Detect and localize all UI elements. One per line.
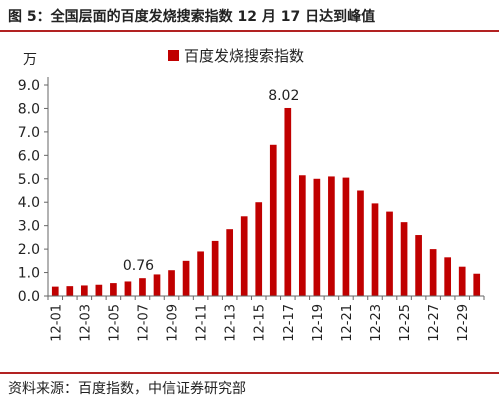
x-tick-label: 12-27	[427, 304, 442, 342]
bar-12-11	[197, 251, 204, 296]
bar-12-18	[298, 175, 306, 296]
source-rule	[0, 372, 499, 374]
bar-12-12	[211, 240, 219, 296]
y-tick-label: 1.0	[18, 266, 40, 282]
bar-12-09	[168, 270, 175, 296]
bar-12-05	[110, 283, 117, 296]
bar-12-27	[429, 249, 437, 296]
y-axis-unit-label: 万	[23, 52, 37, 68]
bar-12-26	[415, 235, 422, 296]
y-tick-label: 3.0	[18, 219, 40, 235]
bar-12-25	[400, 222, 408, 296]
bar-12-02	[66, 286, 74, 296]
y-tick-label: 4.0	[18, 195, 40, 211]
x-tick-label: 12-13	[224, 304, 239, 342]
y-axis: 0.0 1.0 2.0 3.0 4.0 5.0 6.0 7.0 8.0 9.0	[18, 77, 49, 305]
x-tick-label: 12-15	[253, 304, 268, 342]
bar-12-22	[357, 190, 364, 296]
data-label: 8.02	[268, 88, 299, 104]
bar-12-24	[386, 211, 393, 296]
y-tick-label: 9.0	[18, 78, 40, 94]
bar-12-06	[124, 281, 132, 296]
bar-12-10	[182, 260, 190, 296]
bar-12-08	[153, 274, 161, 296]
figure-title: 图 5：全国层面的百度发烧搜索指数 12 月 17 日达到峰值	[8, 9, 376, 25]
y-tick-label: 2.0	[18, 242, 40, 258]
bar-12-14	[240, 216, 248, 296]
bar-12-15	[255, 202, 263, 296]
bar-12-29	[458, 266, 466, 296]
x-tick-label: 12-21	[340, 304, 355, 342]
x-tick-label: 12-25	[398, 304, 413, 342]
bar-12-16	[269, 144, 277, 296]
bar-12-23	[371, 203, 379, 296]
y-tick-label: 0.0	[18, 289, 40, 305]
x-tick-label: 12-05	[107, 304, 122, 342]
bar-12-04	[95, 284, 103, 296]
title-rule	[0, 30, 499, 32]
x-axis: 12-01 12-03 12-05 12-07 12-09 12-11 12-13 12-15…	[47, 295, 485, 342]
x-tick-label: 12-09	[166, 304, 181, 342]
legend-label: 百度发烧搜索指数	[184, 47, 304, 65]
bar-12-30	[473, 273, 481, 296]
chart: 0.01.02.03.04.05.06.07.08.09.0 12-01 12-0…	[18, 47, 485, 342]
y-tick-label: 8.0	[18, 101, 40, 117]
legend: 百度发烧搜索指数	[168, 47, 304, 65]
x-tick-label: 12-11	[195, 304, 210, 342]
x-tick-label: 12-19	[311, 304, 326, 342]
x-tick-label: 12-07	[136, 304, 151, 342]
bar-12-07	[139, 278, 146, 296]
bar-12-20	[328, 176, 335, 296]
data-label: 0.76	[123, 258, 154, 274]
x-tick-label: 12-01	[49, 304, 64, 342]
bar-12-13	[226, 229, 234, 296]
bar-12-17	[284, 107, 292, 296]
bar-12-21	[342, 177, 350, 296]
y-tick-label: 5.0	[18, 172, 40, 188]
source-note: 资料来源：百度指数，中信证券研究部	[8, 381, 246, 397]
bar-12-01	[51, 286, 59, 296]
x-tick-label: 12-03	[78, 304, 93, 342]
x-tick-label: 12-17	[282, 304, 297, 342]
bar-12-03	[80, 285, 88, 296]
bar-12-28	[444, 257, 452, 296]
annotations: 0.76 8.02	[123, 88, 300, 274]
bar-12-19	[313, 178, 321, 296]
x-tick-label: 12-23	[369, 304, 384, 342]
y-tick-label: 7.0	[18, 125, 40, 141]
y-tick-label: 6.0	[18, 148, 40, 164]
bars	[51, 107, 481, 296]
legend-swatch	[168, 50, 179, 61]
x-tick-label: 12-29	[456, 304, 471, 342]
